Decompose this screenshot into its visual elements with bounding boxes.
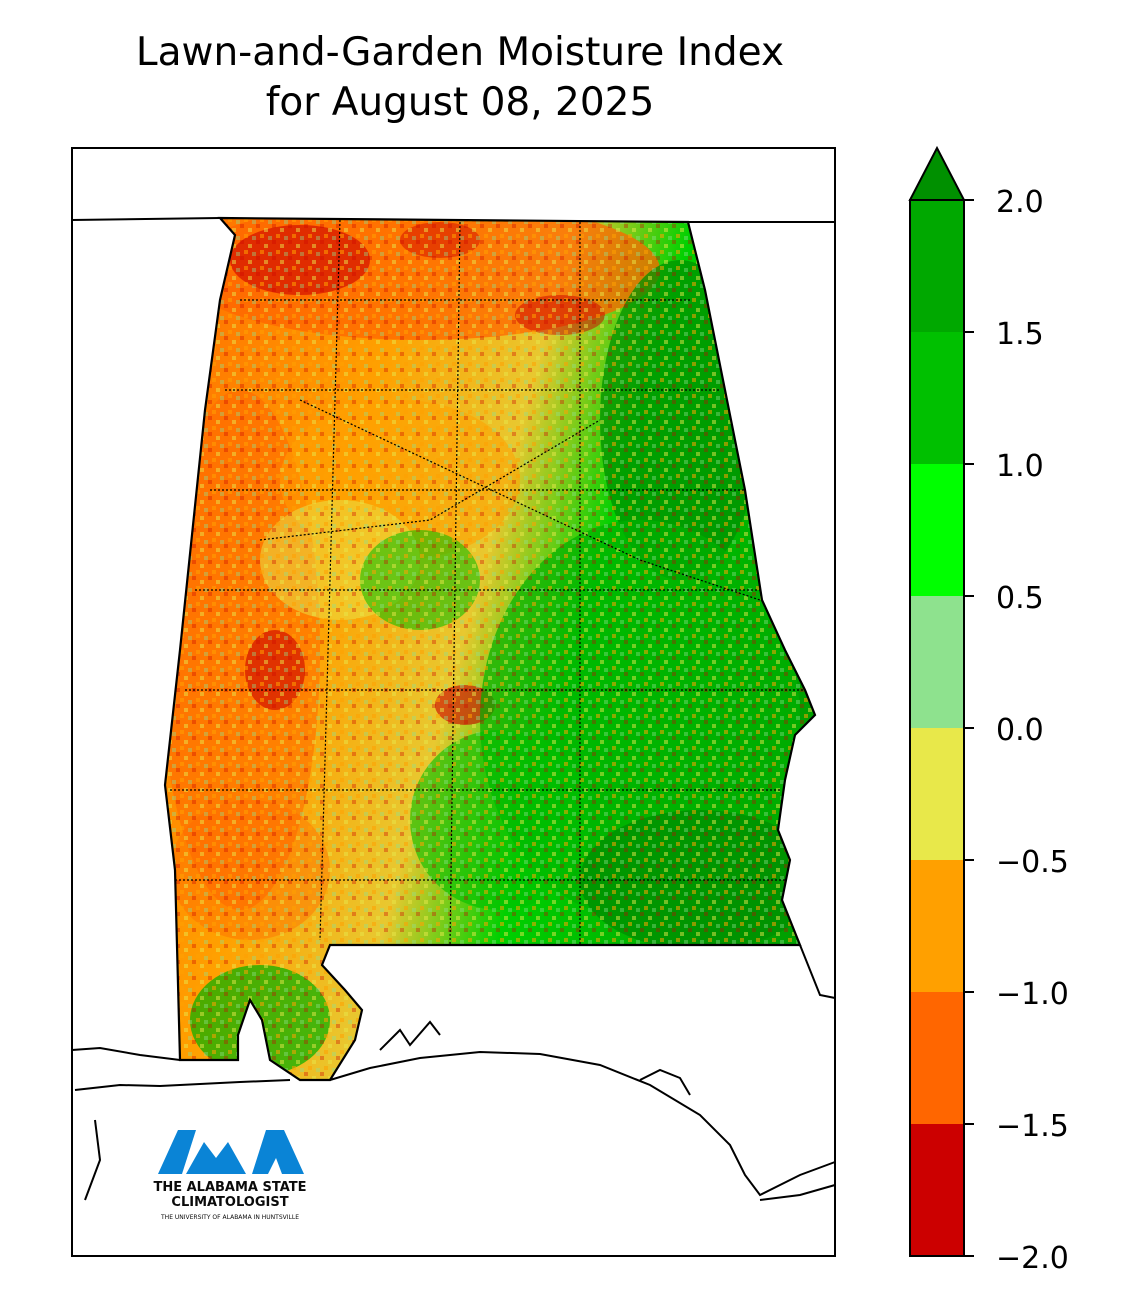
uah-logo-icon (158, 1130, 304, 1174)
alabama-moisture-field (165, 218, 815, 1080)
logo-line3: THE UNIVERSITY OF ALABAMA IN HUNTSVILLE (161, 1214, 299, 1221)
colorbar-tick-label: 1.5 (996, 317, 1044, 352)
alabama-state-border (163, 216, 817, 1082)
colorbar-bin (910, 728, 964, 860)
colorbar-bin (910, 992, 964, 1124)
neighbor-boundaries (71, 217, 836, 1201)
colorbar-tick-label: 2.0 (996, 185, 1044, 220)
colorbar-tick-label: −1.0 (996, 977, 1069, 1012)
colorbar-bin (910, 332, 964, 464)
colorbar-extend-arrow (908, 145, 966, 201)
colorbar-bin (910, 596, 964, 728)
colorbar-tick-label: −1.5 (996, 1109, 1069, 1144)
map-title-line1: Lawn-and-Garden Moisture Index (135, 30, 785, 75)
colorbar-tick-label: 0.0 (996, 713, 1044, 748)
colorbar-tick-label: 0.5 (996, 581, 1044, 616)
colorbar-tick-label: −0.5 (996, 845, 1069, 880)
colorbar-bin (910, 1124, 964, 1256)
colorbar-tick-label: 1.0 (996, 449, 1044, 484)
logo-line1: THE ALABAMA STATE (153, 1180, 307, 1195)
map-title-line2: for August 08, 2025 (265, 80, 655, 125)
colorbar (908, 145, 974, 1257)
colorbar-tick-label: −2.0 (996, 1241, 1069, 1276)
colorbar-bin (910, 860, 964, 992)
colorbar-bin (910, 464, 964, 596)
logo-line2: CLIMATOLOGIST (171, 1195, 289, 1210)
colorbar-bin (910, 200, 964, 332)
